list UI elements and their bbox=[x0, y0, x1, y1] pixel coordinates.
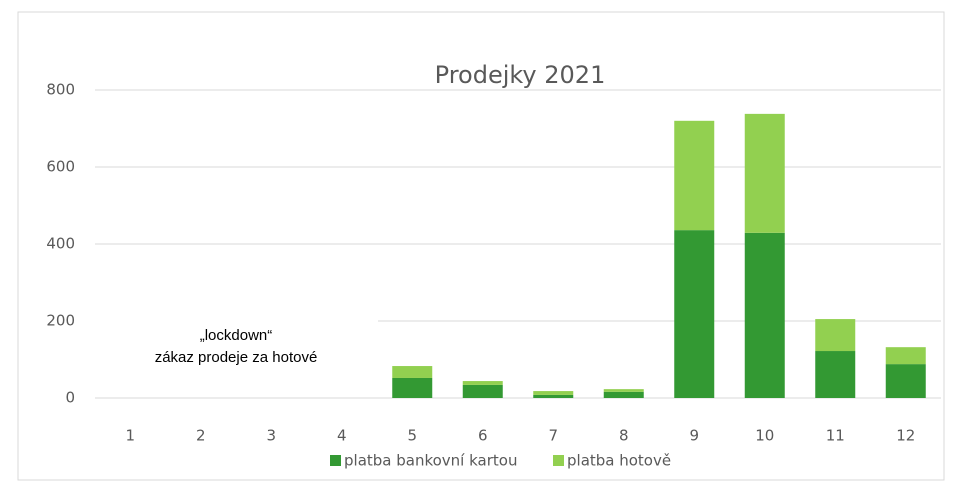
bar-segment bbox=[533, 391, 574, 395]
bar-segment bbox=[533, 394, 574, 398]
x-tick-label: 11 bbox=[826, 427, 845, 445]
legend-swatch bbox=[553, 455, 564, 466]
y-tick-label: 200 bbox=[46, 312, 75, 330]
legend-swatch bbox=[330, 455, 341, 466]
x-tick-label: 7 bbox=[548, 427, 558, 445]
y-tick-label: 0 bbox=[65, 389, 75, 407]
x-tick-label: 12 bbox=[896, 427, 915, 445]
y-tick-label: 800 bbox=[46, 81, 75, 99]
bar-segment bbox=[462, 381, 503, 385]
bar-segment bbox=[603, 391, 644, 398]
bar-segment bbox=[392, 377, 433, 398]
legend-label: platba hotově bbox=[567, 452, 671, 470]
bar-segment bbox=[392, 366, 433, 378]
x-tick-label: 4 bbox=[337, 427, 347, 445]
bar-segment bbox=[815, 319, 856, 352]
y-tick-label: 600 bbox=[46, 158, 75, 176]
bar-segment bbox=[744, 113, 785, 233]
bars bbox=[392, 113, 926, 398]
bar-segment bbox=[885, 364, 926, 398]
x-tick-label: 2 bbox=[196, 427, 206, 445]
bar-segment bbox=[674, 230, 715, 398]
legend-label: platba bankovní kartou bbox=[344, 452, 517, 470]
annotation: zákaz prodeje za hotové bbox=[155, 349, 318, 366]
bar-segment bbox=[674, 120, 715, 231]
x-tick-label: 6 bbox=[478, 427, 488, 445]
bar-segment bbox=[885, 347, 926, 365]
x-tick-label: 8 bbox=[619, 427, 629, 445]
bar-segment bbox=[603, 389, 644, 392]
annotation: „lockdown“ bbox=[200, 327, 273, 344]
x-tick-label: 3 bbox=[266, 427, 276, 445]
bar-segment bbox=[815, 351, 856, 398]
x-tick-label: 5 bbox=[407, 427, 417, 445]
bar-segment bbox=[462, 384, 503, 398]
annotation-box bbox=[95, 312, 378, 397]
bar-segment bbox=[744, 232, 785, 398]
y-tick-label: 400 bbox=[46, 235, 75, 253]
x-tick-label: 10 bbox=[755, 427, 774, 445]
chart-title: Prodejky 2021 bbox=[435, 61, 606, 89]
x-tick-label: 1 bbox=[125, 427, 135, 445]
x-tick-label: 9 bbox=[689, 427, 699, 445]
